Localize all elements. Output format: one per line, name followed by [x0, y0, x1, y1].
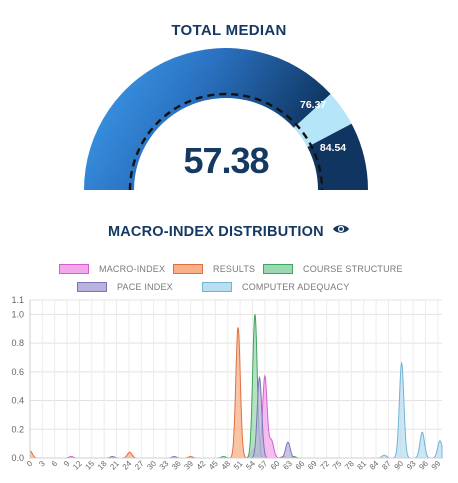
distribution-title: MACRO-INDEX DISTRIBUTION — [0, 224, 458, 240]
x-tick-label: 69 — [306, 459, 319, 472]
distribution-title-text: MACRO-INDEX DISTRIBUTION — [108, 224, 324, 240]
x-tick-label: 87 — [380, 459, 393, 472]
x-tick-label: 15 — [84, 459, 97, 472]
x-tick-label: 6 — [50, 459, 60, 469]
x-tick-label: 84 — [368, 459, 381, 472]
x-tick-label: 93 — [405, 459, 418, 472]
x-tick-label: 48 — [220, 459, 233, 472]
gauge-value: 57.38 — [183, 140, 268, 181]
x-tick-label: 51 — [232, 459, 245, 472]
x-tick-label: 66 — [294, 459, 307, 472]
x-tick-label: 78 — [343, 459, 356, 472]
legend-swatch-results — [173, 264, 203, 274]
gauge-marker-upper-label: 76.37 — [300, 99, 326, 111]
x-tick-label: 3 — [37, 459, 47, 469]
x-tick-label: 36 — [170, 459, 183, 472]
x-tick-label: 81 — [355, 459, 368, 472]
gauge-title: TOTAL MEDIAN — [0, 22, 458, 39]
legend-label: RESULTS — [213, 264, 255, 274]
legend-swatch-macro-index — [59, 264, 89, 274]
y-tick-label: 0.0 — [11, 453, 24, 463]
x-tick-label: 33 — [158, 459, 171, 472]
x-tick-label: 90 — [393, 459, 406, 472]
legend-label: COURSE STRUCTURE — [303, 264, 403, 274]
x-tick-label: 45 — [207, 459, 220, 472]
x-tick-label: 99 — [430, 459, 443, 472]
x-tick-label: 60 — [269, 459, 282, 472]
legend-swatch-course-structure — [263, 264, 293, 274]
eye-icon[interactable] — [332, 223, 350, 239]
x-tick-label: 9 — [62, 459, 72, 469]
legend-item-results[interactable]: RESULTS — [173, 264, 255, 274]
x-tick-label: 54 — [244, 459, 257, 472]
x-tick-label: 42 — [195, 459, 208, 472]
x-tick-label: 0 — [25, 459, 35, 469]
x-tick-label: 12 — [71, 459, 84, 472]
legend-item-course-structure[interactable]: COURSE STRUCTURE — [263, 264, 403, 274]
legend-item-macro-index[interactable]: MACRO-INDEX — [59, 264, 165, 274]
y-tick-label: 1.1 — [11, 295, 24, 305]
gauge-marker-lower-label: 84.54 — [320, 142, 346, 154]
x-tick-label: 57 — [257, 459, 270, 472]
x-tick-label: 75 — [331, 459, 344, 472]
x-tick-label: 24 — [121, 459, 134, 472]
chart-axes: 0.00.20.40.60.81.01.10 3 6 9 12 15 18 21 24 27 30 3… — [11, 295, 442, 472]
y-tick-label: 0.6 — [11, 367, 24, 377]
y-tick-label: 0.4 — [11, 396, 24, 406]
y-tick-label: 0.2 — [11, 424, 24, 434]
y-tick-label: 1.0 — [11, 309, 24, 319]
x-tick-label: 30 — [145, 459, 158, 472]
distribution-chart: 0.00.20.40.60.81.01.10 3 6 9 12 15 18 21 24 27 30 3… — [0, 290, 458, 483]
x-tick-label: 39 — [182, 459, 195, 472]
x-tick-label: 96 — [417, 459, 430, 472]
x-tick-label: 63 — [281, 459, 294, 472]
legend-label: MACRO-INDEX — [99, 264, 165, 274]
x-tick-label: 21 — [108, 459, 121, 472]
x-tick-label: 18 — [96, 459, 109, 472]
x-tick-label: 72 — [318, 459, 331, 472]
x-tick-label: 27 — [133, 459, 146, 472]
y-tick-label: 0.8 — [11, 338, 24, 348]
